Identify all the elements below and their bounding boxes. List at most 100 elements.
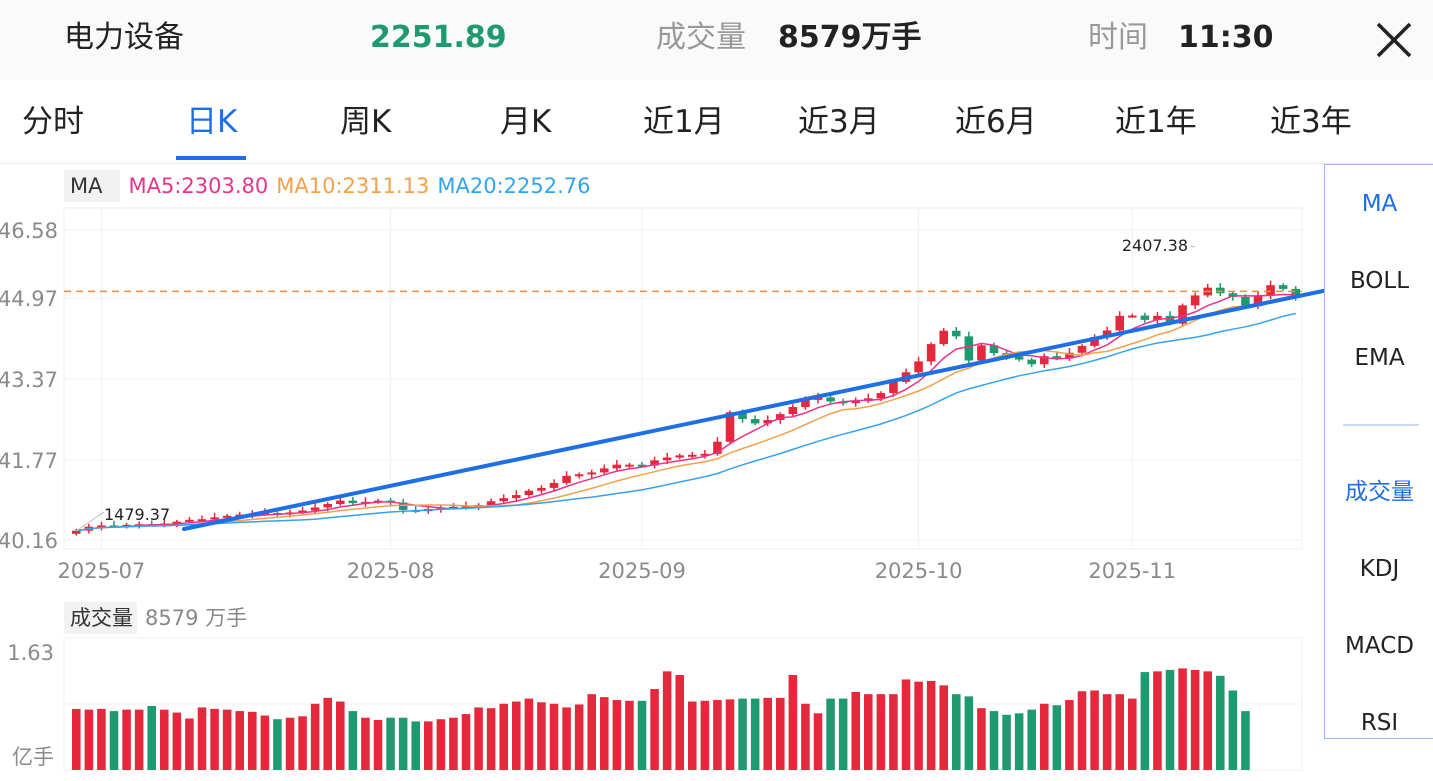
indicator-ma[interactable]: MA xyxy=(1361,191,1398,217)
volume-bar xyxy=(436,719,446,770)
volume-bar xyxy=(210,708,219,770)
volume-bar xyxy=(713,700,722,770)
volume-bar xyxy=(738,698,747,770)
candle-body xyxy=(185,519,194,522)
volume-bar xyxy=(813,713,823,770)
volume-bar xyxy=(600,697,609,770)
candle-body xyxy=(172,521,182,524)
volume-bar xyxy=(1077,691,1087,770)
indicator-ema[interactable]: EMA xyxy=(1354,345,1405,371)
volume-bar xyxy=(1102,694,1112,770)
volume-bar xyxy=(939,685,948,770)
candle-body xyxy=(323,504,332,508)
price-grid-frame xyxy=(63,207,1303,550)
volume-bar xyxy=(1115,694,1124,770)
volume-bar xyxy=(160,709,169,770)
volume-bar xyxy=(725,699,735,770)
volume-bar xyxy=(386,717,395,770)
candle-body xyxy=(801,399,810,408)
volume-bar xyxy=(222,709,232,770)
candle-body xyxy=(486,501,496,505)
candle-body xyxy=(1228,293,1238,297)
candle-body xyxy=(914,361,923,373)
volume-bar xyxy=(776,697,785,770)
candle-body xyxy=(926,344,936,362)
tab-3-year[interactable]: 近3年 xyxy=(1270,104,1352,140)
candle-body xyxy=(1014,356,1024,360)
volume-bar xyxy=(285,717,295,770)
candle-body xyxy=(1153,315,1162,320)
candle-body xyxy=(989,345,999,354)
tab-6-month[interactable]: 近6月 xyxy=(955,104,1037,140)
volume-bar xyxy=(562,707,571,770)
indicator-volume[interactable]: 成交量 xyxy=(1345,479,1414,505)
candle-body xyxy=(512,495,521,499)
candle-body xyxy=(1065,352,1074,359)
volume-bar xyxy=(989,711,999,770)
ma10-line xyxy=(76,294,1296,532)
candle-body xyxy=(336,500,345,505)
time-label: 时间 xyxy=(1088,20,1148,55)
x-tick-label: 2025-10 xyxy=(875,559,963,583)
candle-body xyxy=(1165,315,1175,324)
volume-bar xyxy=(1014,713,1024,770)
volume-bar xyxy=(134,709,144,770)
tab-weekly-k[interactable]: 周K xyxy=(340,104,392,140)
candle-body xyxy=(1140,315,1150,320)
volume-bar xyxy=(474,707,483,770)
candle-body xyxy=(1027,359,1036,365)
candle-body xyxy=(964,336,974,361)
tab-1-year[interactable]: 近1年 xyxy=(1115,104,1197,140)
candle-body xyxy=(952,330,961,337)
ma5-value: MA5:2303.80 xyxy=(128,174,269,198)
candle-body xyxy=(398,502,408,510)
period-tabs: 分时 日K 周K 月K 近1月 近3月 近6月 近1年 近3年 xyxy=(0,80,1433,164)
ma10-value: MA10:2311.13 xyxy=(276,174,430,198)
volume-bar xyxy=(876,694,886,770)
volume-bar xyxy=(411,721,420,770)
volume-bar xyxy=(826,698,835,770)
tab-1-month[interactable]: 近1月 xyxy=(643,104,725,140)
candle-body xyxy=(1278,285,1288,289)
candle-body xyxy=(222,515,232,518)
candle-body xyxy=(675,455,684,458)
volume-bar xyxy=(889,694,898,770)
x-tick-label: 2025-09 xyxy=(598,559,686,583)
trend-line xyxy=(182,266,1433,531)
y-tick-label: 44.97 xyxy=(0,287,58,311)
volume-bar xyxy=(549,703,559,770)
candle-body xyxy=(788,407,798,415)
indicator-boll[interactable]: BOLL xyxy=(1349,268,1410,294)
indicator-rsi[interactable]: RSI xyxy=(1360,710,1399,736)
tab-monthly-k[interactable]: 月K xyxy=(500,104,552,140)
candle-body xyxy=(361,501,370,504)
candle-body xyxy=(1002,353,1011,357)
candle-body xyxy=(851,401,860,404)
close-icon[interactable] xyxy=(1370,16,1418,64)
candle-body xyxy=(700,453,710,456)
candle-body xyxy=(72,530,81,534)
candle-body xyxy=(373,500,383,503)
candle-body xyxy=(160,523,169,526)
candle-body xyxy=(1102,330,1112,337)
candle-body xyxy=(1178,305,1187,324)
candle-body xyxy=(549,482,559,488)
volume-bar xyxy=(1228,690,1238,770)
indicator-macd[interactable]: MACD xyxy=(1345,633,1414,659)
indicator-panel: MA BOLL EMA 成交量 KDJ MACD RSI xyxy=(1324,164,1433,739)
candle-body xyxy=(248,513,257,516)
volume-bar xyxy=(298,716,307,770)
close-button[interactable] xyxy=(1370,16,1418,64)
candle-body xyxy=(776,414,785,421)
tab-intraday[interactable]: 分时 xyxy=(22,104,84,140)
divider xyxy=(0,163,1433,164)
tab-3-month[interactable]: 近3月 xyxy=(798,104,880,140)
volume-bar xyxy=(348,711,358,770)
volume-bar xyxy=(612,700,622,770)
candle-body xyxy=(1216,287,1225,294)
candle-body xyxy=(1115,315,1124,331)
indicator-kdj[interactable]: KDJ xyxy=(1359,556,1400,582)
candle-body xyxy=(436,507,446,510)
tab-daily-k[interactable]: 日K xyxy=(186,104,238,140)
header-bar: 电力设备 2251.89 成交量 8579万手 时间 11:30 xyxy=(0,0,1433,80)
